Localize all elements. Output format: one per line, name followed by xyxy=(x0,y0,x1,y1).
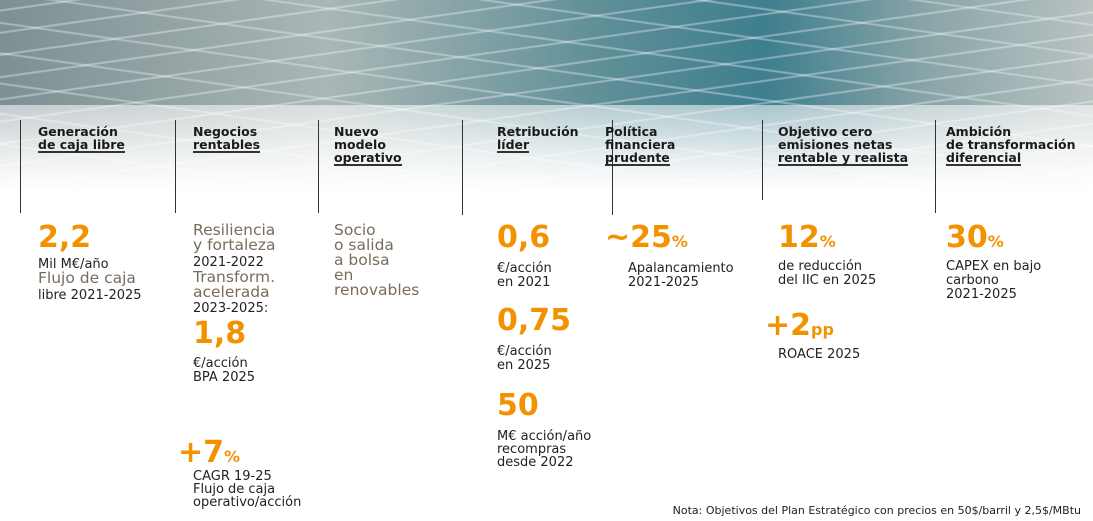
header-line: diferencial xyxy=(946,151,1021,166)
text-row: €/acción xyxy=(193,357,248,370)
description: en 2021 xyxy=(497,276,550,289)
key-figure: 12 xyxy=(778,222,820,254)
description: desde 2022 xyxy=(497,456,574,469)
separator xyxy=(762,120,763,200)
text-row: de reducción xyxy=(778,260,862,273)
text-row: €/acción xyxy=(497,345,552,358)
description: en 2025 xyxy=(497,359,550,372)
key-figure: 0,6 xyxy=(497,222,550,254)
column-header: Negociosrentables xyxy=(193,125,260,153)
text-row: 1,8 xyxy=(193,318,246,350)
description: €/acción xyxy=(193,357,248,370)
key-figure: 0,75 xyxy=(497,305,571,337)
description: del IIC en 2025 xyxy=(778,274,876,287)
text-row: 2021-2025 xyxy=(946,288,1017,301)
key-figure: +2 xyxy=(765,310,811,342)
key-figure: 1,8 xyxy=(193,318,246,350)
text-row: renovables xyxy=(334,283,419,298)
key-figure: 2,2 xyxy=(38,222,91,254)
text-row: 2,2 xyxy=(38,222,91,254)
description: €/acción xyxy=(497,262,552,275)
text-row: €/acción xyxy=(497,262,552,275)
separator xyxy=(935,120,936,213)
text-row: libre 2021-2025 xyxy=(38,289,142,302)
description: 2021-2025 xyxy=(628,276,699,289)
text-row: +7% xyxy=(178,437,240,469)
separator xyxy=(175,120,176,213)
text-row: del IIC en 2025 xyxy=(778,274,876,287)
unit-label: % xyxy=(988,232,1004,251)
text-row: en 2025 xyxy=(497,359,550,372)
description: BPA 2025 xyxy=(193,371,255,384)
description: 2021-2025 xyxy=(946,288,1017,301)
text-row: Flujo de caja xyxy=(38,271,136,286)
footnote: Nota: Objetivos del Plan Estratégico con… xyxy=(673,504,1081,517)
header-line: de caja libre xyxy=(38,138,125,153)
description: Apalancamiento xyxy=(628,262,734,275)
infographic: Nota: Objetivos del Plan Estratégico con… xyxy=(0,0,1093,521)
key-figure: 30 xyxy=(946,222,988,254)
text-row: BPA 2025 xyxy=(193,371,255,384)
description: y fortaleza xyxy=(193,238,275,253)
header-line: operativo xyxy=(334,151,402,166)
separator xyxy=(462,120,463,215)
text-row: 30% xyxy=(946,222,1004,254)
text-row: 2023-2025: xyxy=(193,302,268,315)
description: €/acción xyxy=(497,345,552,358)
text-row: carbono xyxy=(946,274,999,287)
key-figure: ~ xyxy=(605,222,630,254)
unit-label: % xyxy=(820,232,836,251)
text-row: 50 xyxy=(497,390,539,422)
text-row: ~25% xyxy=(605,222,688,254)
text-row: 12% xyxy=(778,222,836,254)
description: 2023-2025: xyxy=(193,302,268,315)
description: de reducción xyxy=(778,260,862,273)
text-row: en 2021 xyxy=(497,276,550,289)
description: renovables xyxy=(334,283,419,298)
description: CAPEX en bajo xyxy=(946,260,1041,273)
text-row: operativo/acción xyxy=(193,496,301,509)
text-row: 2021-2025 xyxy=(628,276,699,289)
unit-label: % xyxy=(224,447,240,466)
description: operativo/acción xyxy=(193,496,301,509)
header-line: líder xyxy=(497,138,529,153)
header-line: prudente xyxy=(605,151,670,166)
description: carbono xyxy=(946,274,999,287)
text-row: desde 2022 xyxy=(497,456,574,469)
description: libre 2021-2025 xyxy=(38,289,142,302)
description: acelerada xyxy=(193,285,270,300)
description: Flujo de caja xyxy=(38,271,136,286)
key-figure: 25 xyxy=(630,222,672,254)
text-row: acelerada xyxy=(193,285,270,300)
header-line: rentables xyxy=(193,138,260,153)
header-line: rentable y realista xyxy=(778,151,908,166)
text-row: 0,75 xyxy=(497,305,571,337)
unit-label: pp xyxy=(811,320,834,339)
description: ROACE 2025 xyxy=(778,348,860,361)
text-row: 0,6 xyxy=(497,222,550,254)
key-figure: 50 xyxy=(497,390,539,422)
unit-label: % xyxy=(672,232,688,251)
text-row: CAPEX en bajo xyxy=(946,260,1041,273)
text-row: ROACE 2025 xyxy=(778,348,860,361)
separator xyxy=(318,120,319,213)
text-row: y fortaleza xyxy=(193,238,275,253)
text-row: Apalancamiento xyxy=(628,262,734,275)
separator xyxy=(20,120,21,213)
key-figure: +7 xyxy=(178,437,224,469)
